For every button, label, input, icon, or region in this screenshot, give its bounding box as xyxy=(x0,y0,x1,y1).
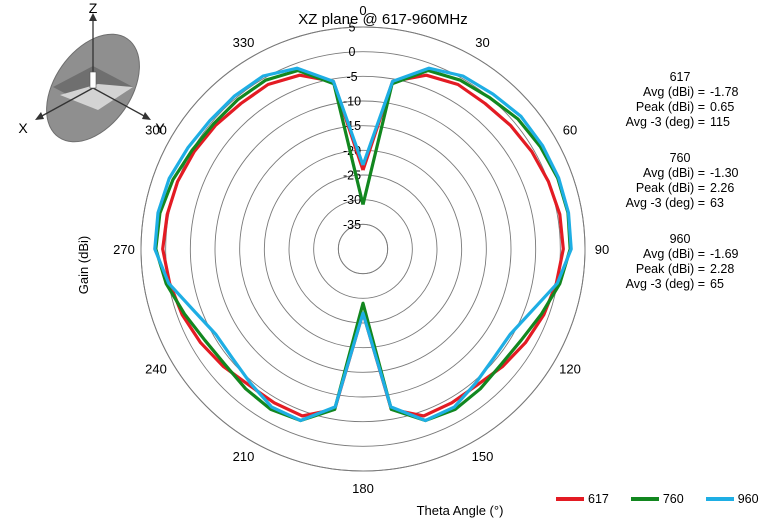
angle-tick-label: 60 xyxy=(563,123,577,138)
avg-value: -1.30 xyxy=(710,166,739,180)
angle-tick-label: 300 xyxy=(145,123,167,138)
avg-value: -1.69 xyxy=(710,247,739,261)
beamwidth-label: Avg -3 (deg) = xyxy=(625,277,705,291)
legend-swatch xyxy=(556,497,584,501)
radial-tick-label: 5 xyxy=(349,21,356,35)
grid-circle xyxy=(263,149,463,349)
grid-circle xyxy=(239,125,487,373)
stats-frequency: 617 xyxy=(669,70,691,84)
angle-tick-label: 0 xyxy=(359,3,366,18)
stats-panel: 617 Avg (dBi) = -1.78 Peak (dBi) = 0.65 Av… xyxy=(590,70,750,313)
peak-value: 2.26 xyxy=(710,181,735,195)
y-axis-title: Gain (dBi) xyxy=(76,236,91,295)
angle-tick-label: 90 xyxy=(595,242,609,257)
angle-tick-label: 30 xyxy=(475,35,489,50)
x-axis-letter: X xyxy=(18,120,28,136)
radial-tick-label: -5 xyxy=(346,70,357,84)
x-axis-title: Theta Angle (°) xyxy=(417,503,504,518)
avg-label: Avg (dBi) = xyxy=(643,247,705,261)
angle-tick-label: 270 xyxy=(113,242,135,257)
angle-tick-label: 330 xyxy=(233,35,255,50)
beamwidth-value: 63 xyxy=(710,196,724,210)
legend-item-960: 960 xyxy=(705,492,759,506)
radial-tick-label: 0 xyxy=(349,45,356,59)
series-group xyxy=(153,66,573,423)
grid-circle xyxy=(140,26,586,472)
series-line-617 xyxy=(161,73,565,418)
grid-circle xyxy=(189,75,537,423)
z-axis-letter: Z xyxy=(89,0,98,16)
stats-block-617: 617 Avg (dBi) = -1.78 Peak (dBi) = 0.65 Av… xyxy=(590,70,750,130)
grid-circle xyxy=(214,100,512,398)
grid-circle xyxy=(165,51,561,447)
stats-block-760: 760 Avg (dBi) = -1.30 Peak (dBi) = 2.26 Av… xyxy=(590,151,750,211)
angle-tick-label: 150 xyxy=(472,449,494,464)
legend-item-760: 760 xyxy=(630,492,684,506)
angle-tick-label: 120 xyxy=(559,362,581,377)
y-axis-letter: Y xyxy=(155,120,165,136)
grid-circle xyxy=(313,199,413,299)
peak-value: 2.28 xyxy=(710,262,735,276)
radial-tick-label: -35 xyxy=(343,218,361,232)
beamwidth-value: 65 xyxy=(710,277,724,291)
grid-circle xyxy=(288,174,438,324)
grid-outer-ring xyxy=(140,26,586,472)
beamwidth-value: 115 xyxy=(710,115,730,129)
stats-block-960: 960 Avg (dBi) = -1.69 Peak (dBi) = 2.28 Av… xyxy=(590,232,750,292)
peak-value: 0.65 xyxy=(710,100,735,114)
peak-label: Peak (dBi) = xyxy=(635,262,705,276)
radial-tick-label: -10 xyxy=(343,95,361,109)
avg-label: Avg (dBi) = xyxy=(643,85,705,99)
stats-frequency: 960 xyxy=(669,232,691,246)
series-line-760 xyxy=(154,68,572,423)
legend-label: 617 xyxy=(588,492,609,506)
chart-title: XZ plane @ 617-960MHz xyxy=(298,11,467,28)
avg-label: Avg (dBi) = xyxy=(643,166,705,180)
radial-tick-label: -30 xyxy=(343,193,361,207)
legend-swatch xyxy=(705,497,734,501)
polar-grid xyxy=(140,26,586,472)
avg-value: -1.78 xyxy=(710,85,739,99)
angle-tick-labels: 0 30 60 90 120 150 180 210 240 270 300 330 xyxy=(113,3,609,496)
beamwidth-label: Avg -3 (deg) = xyxy=(625,196,705,210)
angle-tick-label: 210 xyxy=(233,449,255,464)
chart-legend: 617 760 960 xyxy=(556,492,766,506)
grid-circle xyxy=(337,223,389,275)
legend-swatch xyxy=(630,497,659,501)
stats-frequency: 760 xyxy=(669,151,691,165)
beamwidth-label: Avg -3 (deg) = xyxy=(625,115,705,129)
peak-label: Peak (dBi) = xyxy=(635,181,705,195)
legend-label: 760 xyxy=(662,492,684,506)
legend-label: 960 xyxy=(737,492,759,506)
angle-tick-label: 180 xyxy=(352,481,374,496)
orientation-diagram-icon xyxy=(35,13,151,143)
legend-item-617: 617 xyxy=(556,492,609,506)
peak-label: Peak (dBi) = xyxy=(635,100,705,114)
angle-tick-label: 240 xyxy=(145,362,167,377)
series-line-960 xyxy=(153,66,573,423)
